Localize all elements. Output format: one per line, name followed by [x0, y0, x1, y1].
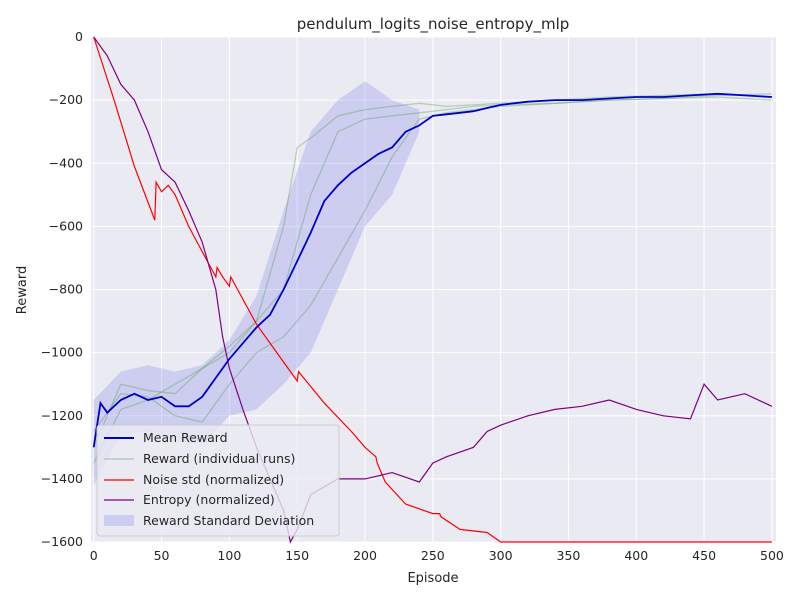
series-line-individual-run-3 — [93, 93, 772, 464]
series-line-individual-run-1 — [93, 93, 772, 448]
y-tick-label: −1600 — [41, 534, 83, 549]
y-tick-label: −800 — [49, 282, 83, 297]
chart-title: pendulum_logits_noise_entropy_mlp — [297, 15, 570, 34]
y-tick-label: −1400 — [41, 471, 83, 486]
x-tick-label: 0 — [90, 548, 98, 563]
legend-label-std-band: Reward Standard Deviation — [143, 513, 314, 528]
std-band-area — [93, 81, 420, 486]
legend-label-noise-std: Noise std (normalized) — [143, 472, 284, 487]
series-line-noise-std — [93, 36, 772, 543]
x-axis-label: Episode — [407, 571, 458, 586]
legend-label-individual-runs: Reward (individual runs) — [143, 451, 295, 466]
x-tick-label: 500 — [760, 548, 784, 563]
y-tick-labels: 0 −200 −400 −600 −800 −1000 −1200 −1400 −1600 — [41, 29, 83, 549]
x-tick-label: 150 — [285, 548, 309, 563]
x-tick-label: 300 — [489, 548, 513, 563]
legend-swatch-std-band — [104, 515, 134, 526]
y-tick-label: −1200 — [41, 408, 83, 423]
x-tick-label: 450 — [692, 548, 716, 563]
x-tick-labels: 0 50 100 150 200 250 300 350 400 450 500 — [90, 548, 784, 563]
individual-runs — [93, 93, 772, 464]
legend-box — [96, 424, 340, 537]
std-band — [93, 81, 420, 486]
x-tick-label: 400 — [624, 548, 648, 563]
y-tick-label: −400 — [49, 155, 83, 170]
x-tick-label: 200 — [353, 548, 377, 563]
legend-label-entropy: Entropy (normalized) — [143, 492, 275, 507]
legend-label-mean-reward: Mean Reward — [143, 430, 228, 445]
y-tick-label: −600 — [49, 218, 83, 233]
series-line-individual-run-2 — [93, 96, 772, 432]
y-tick-label: −1000 — [41, 345, 83, 360]
x-tick-label: 50 — [154, 548, 170, 563]
series-line-mean-reward — [92, 92, 772, 448]
y-tick-label: 0 — [75, 29, 83, 44]
legend: Mean Reward Reward (individual runs) Noi… — [96, 424, 340, 537]
x-tick-label: 100 — [217, 548, 241, 563]
y-tick-label: −200 — [49, 92, 83, 107]
x-tick-label: 350 — [557, 548, 581, 563]
x-tick-label: 250 — [421, 548, 445, 563]
y-axis-label: Reward — [15, 266, 30, 314]
